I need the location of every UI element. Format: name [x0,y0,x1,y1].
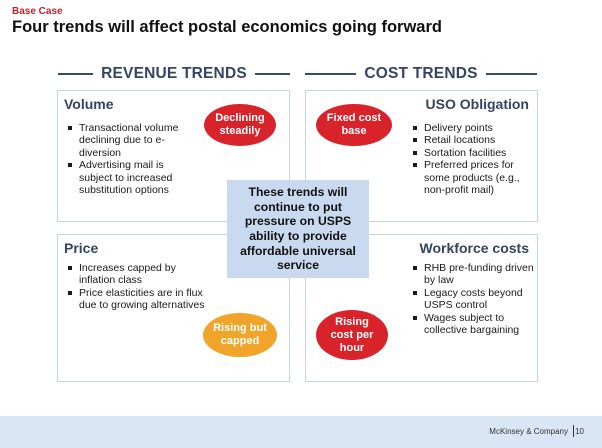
page-number: 10 [575,427,584,436]
header-rule [58,73,94,75]
base-case-tag: Base Case [12,6,63,17]
header-rule [305,73,357,75]
fixed-cost-base-callout: Fixed cost base [316,104,392,146]
cost-trends-label: COST TRENDS [364,65,478,82]
page-title: Four trends will affect postal economics… [12,18,442,36]
center-summary-box: These trends will continue to put pressu… [227,180,369,278]
declining-steadily-callout: Declining steadily [204,104,276,146]
bullet-item: Increases capped by inflation class [66,262,206,287]
price-title: Price [64,240,99,256]
header-rule [485,73,538,75]
rising-cost-per-hour-callout: Rising cost per hour [316,310,388,360]
uso-obligation-bullets: Delivery points Retail locations Sortati… [411,122,537,196]
volume-bullets: Transactional volume declining due to e-… [66,122,196,196]
footer-band: McKinsey & Company 10 [0,416,602,448]
bullet-item: Retail locations [411,134,537,146]
footer-divider [573,425,574,437]
workforce-costs-title: Workforce costs [419,240,529,256]
price-bullets: Increases capped by inflation class Pric… [66,262,206,312]
bullet-item: Preferred prices for some products (e.g.… [411,159,537,196]
bullet-item: Delivery points [411,122,537,134]
bullet-item: Advertising mail is subject to increased… [66,159,196,196]
volume-title: Volume [64,96,114,112]
workforce-costs-bullets: RHB pre-funding driven by law Legacy cos… [411,262,537,336]
footer-source: McKinsey & Company [489,427,568,436]
bullet-item: Legacy costs beyond USPS control [411,287,537,312]
bullet-item: RHB pre-funding driven by law [411,262,537,287]
uso-obligation-title: USO Obligation [425,96,529,112]
bullet-item: Transactional volume declining due to e-… [66,122,196,159]
revenue-trends-header: REVENUE TRENDS [58,64,290,84]
bullet-item: Price elasticities are in flux due to gr… [66,287,206,312]
price-quadrant: Price Increases capped by inflation clas… [57,234,290,382]
rising-but-capped-callout: Rising but capped [203,313,277,357]
header-rule [254,73,290,75]
cost-trends-header: COST TRENDS [305,64,538,84]
bullet-item: Wages subject to collective bargaining [411,312,537,337]
revenue-trends-label: REVENUE TRENDS [101,65,247,82]
bullet-item: Sortation facilities [411,147,537,159]
